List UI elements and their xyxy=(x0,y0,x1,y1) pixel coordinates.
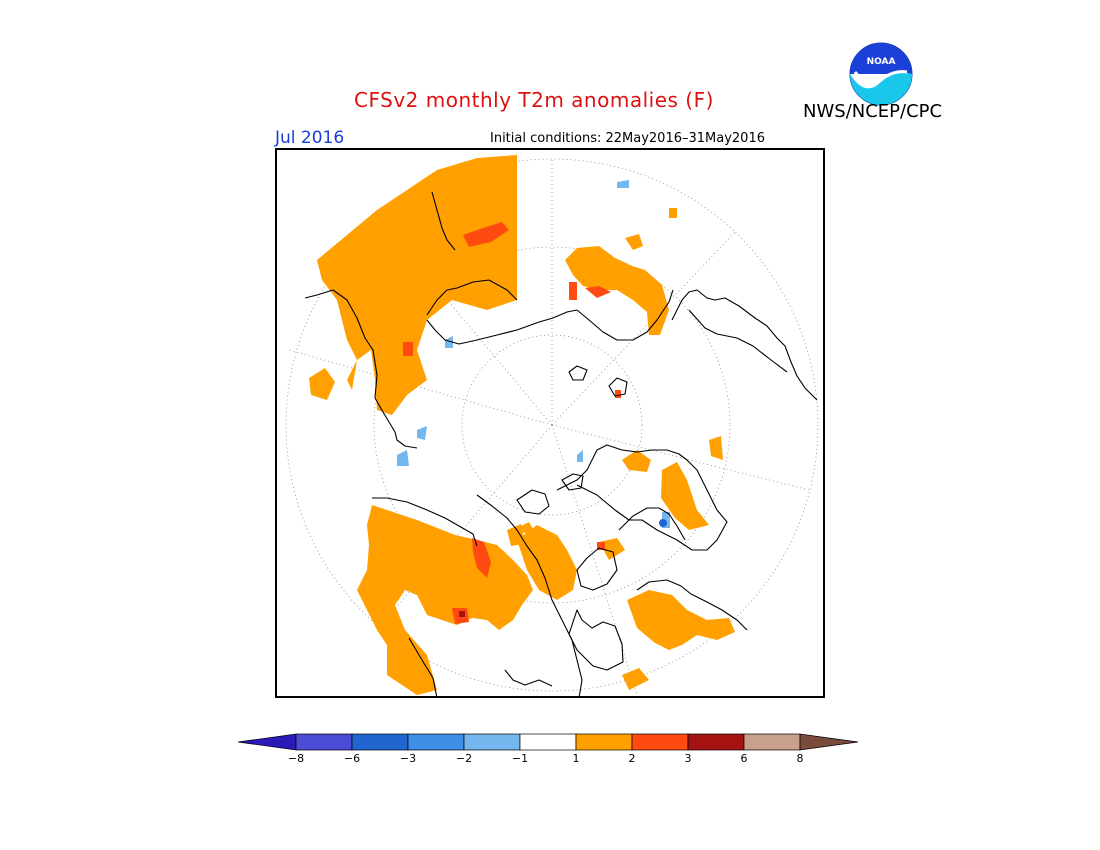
anomaly-negative-small-1 xyxy=(417,426,427,440)
anomaly-region-west-africa xyxy=(309,368,335,400)
coastline-mediterranean xyxy=(426,309,578,345)
coastline-north-america xyxy=(476,494,583,696)
coastline-europe xyxy=(636,579,748,631)
graticule xyxy=(285,158,819,696)
anomaly-negative-small-3 xyxy=(617,180,629,188)
logo-text: NOAA xyxy=(867,57,896,67)
meridian xyxy=(288,349,553,426)
coastline-hudson-bay xyxy=(576,547,618,591)
anomaly-region-small-pacific xyxy=(709,436,723,460)
coastline-novaya xyxy=(608,377,628,397)
coastline-alaska xyxy=(372,497,478,547)
colorbar-box xyxy=(575,733,633,751)
meridian xyxy=(551,231,736,426)
coastline-greenland xyxy=(568,609,624,671)
coastline-scandinavia xyxy=(618,507,686,541)
anomaly-region-siberia xyxy=(565,246,669,335)
anomaly-patch-arabia xyxy=(463,222,509,247)
anomaly-strong-negative xyxy=(659,519,667,527)
anomaly-region-hudson xyxy=(599,538,625,560)
colorbar-box xyxy=(295,733,353,751)
anomaly-region-africa-mideast xyxy=(317,155,517,415)
coastline-arctic-islands xyxy=(516,489,550,515)
coastlines xyxy=(304,191,818,696)
colorbar-tick-label: 2 xyxy=(628,752,636,765)
colorbar-box xyxy=(631,733,689,751)
meridian xyxy=(376,424,553,631)
agency-label: NWS/NCEP/CPC xyxy=(803,101,943,122)
polar-map xyxy=(285,155,819,696)
anomaly-region-small-east xyxy=(625,234,643,250)
anomaly-negative-small-5 xyxy=(577,450,583,462)
colorbar-tick-label: 6 xyxy=(740,752,748,765)
anomaly-region-north-africa xyxy=(622,668,649,690)
colorbar-box xyxy=(351,733,409,751)
colorbar-box xyxy=(463,733,521,751)
meridian xyxy=(371,209,553,426)
anomaly-region-canada xyxy=(517,525,577,600)
colorbar-box xyxy=(519,733,577,751)
anomaly-negative-small-4 xyxy=(445,336,453,348)
colorbar-tick-label: −3 xyxy=(399,752,417,765)
colorbar-tick-label: −2 xyxy=(455,752,473,765)
noaa-logo: NOAA xyxy=(849,42,913,106)
color-scale-svg xyxy=(237,733,859,751)
anomaly-region-greenland-small xyxy=(513,522,537,536)
colorbar-tick-label: 3 xyxy=(684,752,692,765)
coastline-red-sea xyxy=(426,279,518,316)
anomaly-region-east-asia xyxy=(622,450,651,472)
colorbar-tick-label: −1 xyxy=(511,752,529,765)
coastline-africa-west xyxy=(304,289,418,449)
colorbar-box xyxy=(687,733,745,751)
anomaly-region-europe-north xyxy=(669,208,677,218)
colorbar-box xyxy=(407,733,465,751)
initial-conditions: Initial conditions: 22May2016–31May2016 xyxy=(490,131,765,146)
anomaly-patch-darkred-rockies xyxy=(459,611,465,617)
anomaly-patch-tibet xyxy=(585,286,611,298)
anomaly-patch-mongolia xyxy=(569,282,577,300)
anomaly-negative-small-2 xyxy=(397,450,409,466)
anomaly-patch-iran xyxy=(403,342,413,356)
colorbar-tick-label: 8 xyxy=(796,752,804,765)
colorbar-arrow-left xyxy=(237,733,297,751)
colorbar-tick-label: −8 xyxy=(287,752,305,765)
colorbar-tick-label: 1 xyxy=(572,752,580,765)
coastline-mexico xyxy=(408,637,438,696)
colorbar-tick-label: −6 xyxy=(343,752,361,765)
coastline-bering xyxy=(688,309,788,373)
anomaly-region-greenland-east xyxy=(661,462,709,530)
colorbar-arrow-right xyxy=(799,733,859,751)
anomaly-region-europe-west xyxy=(627,590,735,650)
polar-map-frame xyxy=(275,148,825,698)
anomaly-region-alaska-coast xyxy=(372,510,385,530)
anomaly-patch-canada-boundary xyxy=(472,538,491,578)
anomaly-1-2F-regions xyxy=(309,155,735,695)
graticule-outer-circle xyxy=(285,158,819,692)
anomaly-3-6F-regions xyxy=(459,611,465,617)
anomaly-negative-core xyxy=(659,519,667,527)
coastline-japan xyxy=(671,289,818,401)
meridian xyxy=(551,424,810,491)
coastline-arctic-islands-2 xyxy=(561,473,584,491)
color-scale-bar xyxy=(237,732,862,752)
forecast-month: Jul 2016 xyxy=(275,128,345,148)
colorbar-box xyxy=(743,733,801,751)
anomaly-region-north-america-west xyxy=(357,505,533,695)
graticule-circle-60n xyxy=(373,246,731,604)
coastline-arabian-sea xyxy=(431,191,456,251)
coastline-svalbard xyxy=(568,365,588,381)
graticule-circle-75n xyxy=(461,334,643,516)
coastline-asia-east xyxy=(576,289,674,341)
anomaly-patch-small-north xyxy=(615,390,621,398)
map-title: CFSv2 monthly T2m anomalies (F) xyxy=(354,88,714,112)
coastline-caribbean xyxy=(504,669,553,687)
coastline-arctic-canada xyxy=(556,444,728,551)
